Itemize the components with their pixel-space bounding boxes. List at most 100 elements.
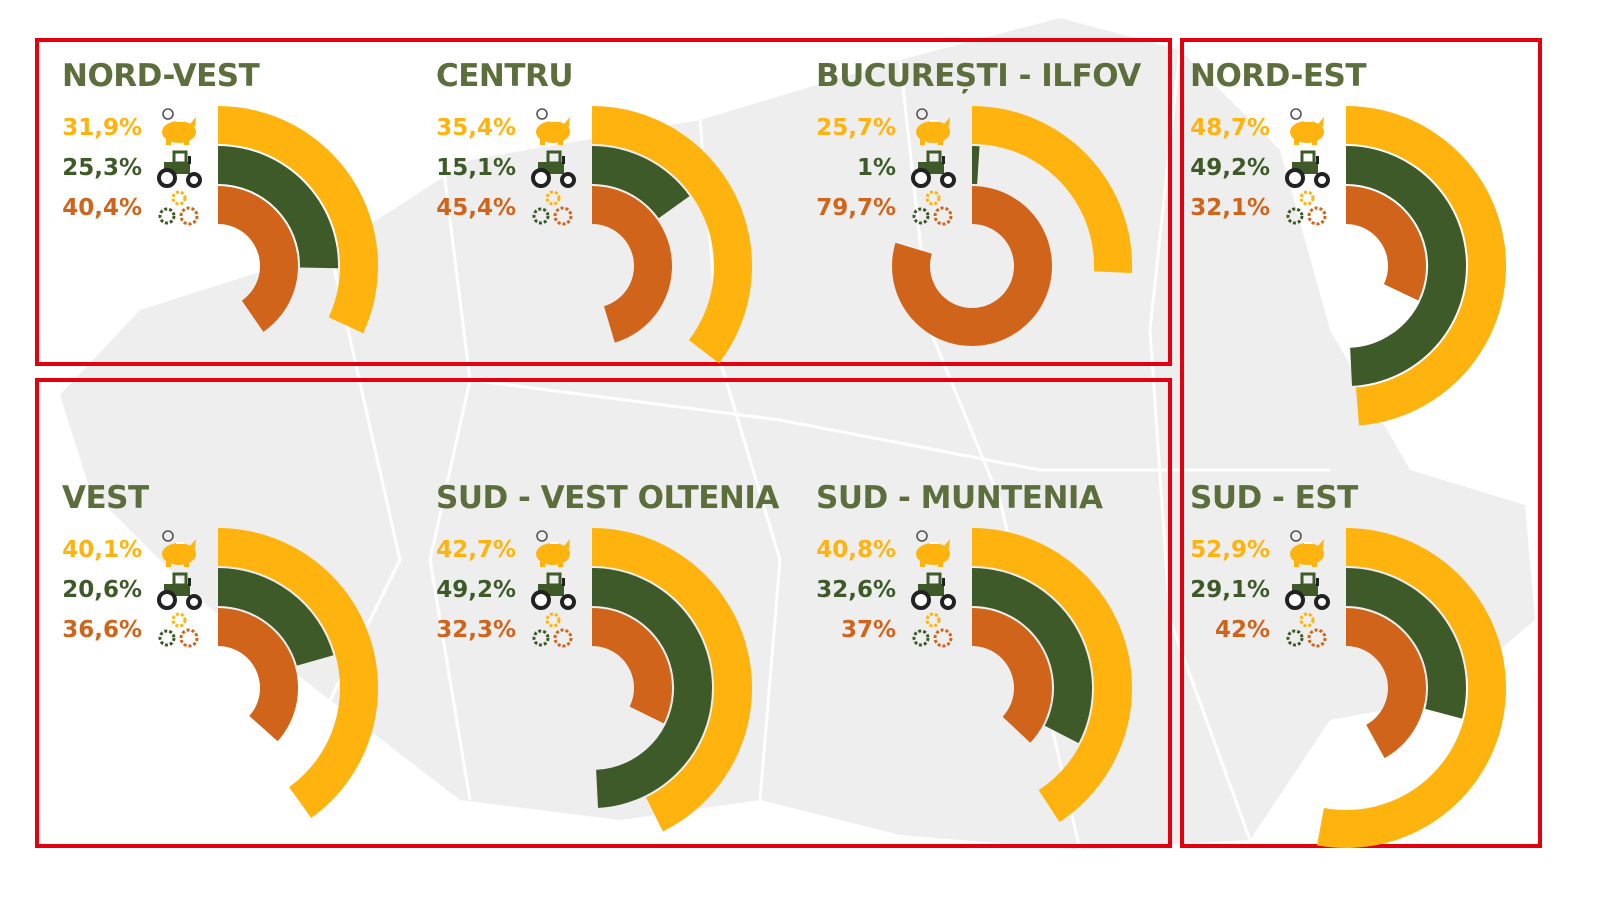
legend-row-agriculture: 49,2% bbox=[1186, 148, 1334, 188]
gears-icon bbox=[526, 188, 580, 228]
data-label-industry: 32,1% bbox=[1190, 195, 1270, 221]
legend-row-savings: 40,8% bbox=[812, 530, 960, 570]
radial-bar-chart bbox=[592, 528, 752, 832]
legend-row-industry: 45,4% bbox=[432, 188, 580, 228]
legend-row-savings: 48,7% bbox=[1186, 108, 1334, 148]
data-label-industry: 37% bbox=[840, 617, 896, 643]
region-title: SUD - VEST OLTENIA bbox=[436, 480, 779, 516]
piggy-bank-icon bbox=[152, 530, 206, 570]
tractor-icon bbox=[526, 570, 580, 610]
data-label-savings: 40,8% bbox=[816, 537, 896, 563]
legend-row-savings: 42,7% bbox=[432, 530, 580, 570]
legend-row-agriculture: 25,3% bbox=[58, 148, 206, 188]
frame-north-group bbox=[35, 38, 1172, 366]
bar-industry-centru bbox=[592, 186, 672, 343]
region-title: NORD-EST bbox=[1190, 58, 1367, 94]
region-panel-nord-est: NORD-EST 48,7% 49,2% 32,1% bbox=[1186, 56, 1556, 436]
bar-industry-sud-est bbox=[1346, 608, 1426, 759]
bar-agriculture-sud-vest-oltenia bbox=[592, 568, 713, 808]
radial-bar-chart bbox=[972, 528, 1132, 822]
tractor-icon bbox=[152, 570, 206, 610]
data-label-industry: 79,7% bbox=[816, 195, 896, 221]
piggy-bank-icon bbox=[526, 530, 580, 570]
legend-row-savings: 52,9% bbox=[1186, 530, 1334, 570]
legend-row-savings: 35,4% bbox=[432, 108, 580, 148]
radial-bar-chart bbox=[891, 106, 1133, 346]
region-title: SUD - MUNTENIA bbox=[816, 480, 1103, 516]
bar-savings-bucuresti-ilfov bbox=[972, 106, 1133, 274]
tractor-icon bbox=[1280, 148, 1334, 188]
piggy-bank-icon bbox=[906, 108, 960, 148]
region-panel-nord-vest: NORD-VEST 31,9% 25,3% 40,4% bbox=[58, 56, 428, 436]
piggy-bank-icon bbox=[152, 108, 206, 148]
data-label-agriculture: 49,2% bbox=[1190, 155, 1270, 181]
gears-icon bbox=[1280, 610, 1334, 650]
bar-savings-sud-muntenia bbox=[972, 528, 1132, 822]
gears-icon bbox=[152, 610, 206, 650]
radial-bar-chart bbox=[592, 106, 753, 364]
region-title: CENTRU bbox=[436, 58, 574, 94]
legend-row-industry: 42% bbox=[1186, 610, 1334, 650]
piggy-bank-icon bbox=[526, 108, 580, 148]
legend-row-agriculture: 20,6% bbox=[58, 570, 206, 610]
region-panel-sud-est: SUD - EST 52,9% 29,1% 42% bbox=[1186, 478, 1556, 858]
tractor-icon bbox=[152, 148, 206, 188]
bar-savings-nord-vest bbox=[218, 106, 379, 334]
data-label-agriculture: 20,6% bbox=[62, 577, 142, 603]
data-label-savings: 40,1% bbox=[62, 537, 142, 563]
data-label-savings: 48,7% bbox=[1190, 115, 1270, 141]
bar-agriculture-sud-muntenia bbox=[972, 568, 1093, 744]
region-title: NORD-VEST bbox=[62, 58, 260, 94]
bar-agriculture-vest bbox=[218, 568, 334, 666]
romania-map-shape bbox=[60, 18, 1535, 850]
region-title: VEST bbox=[62, 480, 149, 516]
region-panel-centru: CENTRU 35,4% 15,1% 45,4% bbox=[432, 56, 802, 436]
bar-industry-nord-est bbox=[1346, 186, 1427, 301]
bar-agriculture-bucuresti-ilfov bbox=[972, 146, 980, 185]
bar-agriculture-nord-vest bbox=[218, 146, 339, 269]
bar-industry-vest bbox=[218, 608, 299, 742]
data-label-industry: 40,4% bbox=[62, 195, 142, 221]
legend-row-industry: 32,1% bbox=[1186, 188, 1334, 228]
radial-bar-chart bbox=[218, 106, 379, 334]
data-label-agriculture: 29,1% bbox=[1190, 577, 1270, 603]
piggy-bank-icon bbox=[1280, 530, 1334, 570]
bar-industry-sud-muntenia bbox=[972, 608, 1052, 743]
data-label-savings: 42,7% bbox=[436, 537, 516, 563]
region-panel-sud-muntenia: SUD - MUNTENIA 40,8% 32,6% 37% bbox=[812, 478, 1182, 858]
radial-bar-chart bbox=[1346, 106, 1507, 426]
radial-bar-chart bbox=[1317, 528, 1507, 848]
data-label-savings: 52,9% bbox=[1190, 537, 1270, 563]
region-title: BUCUREȘTI - ILFOV bbox=[816, 58, 1141, 94]
legend-row-agriculture: 49,2% bbox=[432, 570, 580, 610]
gears-icon bbox=[906, 610, 960, 650]
bar-industry-sud-vest-oltenia bbox=[592, 608, 672, 724]
legend-row-agriculture: 1% bbox=[812, 148, 960, 188]
gears-icon bbox=[906, 188, 960, 228]
legend-row-savings: 31,9% bbox=[58, 108, 206, 148]
bar-industry-bucuresti-ilfov bbox=[891, 186, 1052, 346]
region-panel-vest: VEST 40,1% 20,6% 36,6% bbox=[58, 478, 428, 858]
frame-south-group bbox=[35, 378, 1172, 848]
legend-row-industry: 37% bbox=[812, 610, 960, 650]
tractor-icon bbox=[906, 148, 960, 188]
radial-bar-chart bbox=[218, 528, 378, 819]
legend-row-savings: 25,7% bbox=[812, 108, 960, 148]
data-label-savings: 25,7% bbox=[816, 115, 896, 141]
legend-row-industry: 32,3% bbox=[432, 610, 580, 650]
bar-agriculture-nord-est bbox=[1346, 146, 1467, 386]
gears-icon bbox=[152, 188, 206, 228]
tractor-icon bbox=[906, 570, 960, 610]
data-label-industry: 42% bbox=[1214, 617, 1270, 643]
data-label-industry: 32,3% bbox=[436, 617, 516, 643]
data-label-agriculture: 32,6% bbox=[816, 577, 896, 603]
bar-savings-vest bbox=[218, 528, 378, 819]
bar-savings-nord-est bbox=[1346, 106, 1507, 426]
data-label-savings: 31,9% bbox=[62, 115, 142, 141]
region-panel-sud-vest-oltenia: SUD - VEST OLTENIA 42,7% 49,2% 32,3% bbox=[432, 478, 802, 858]
legend-row-industry: 40,4% bbox=[58, 188, 206, 228]
legend-row-industry: 36,6% bbox=[58, 610, 206, 650]
bar-industry-nord-vest bbox=[218, 186, 298, 332]
data-label-agriculture: 25,3% bbox=[62, 155, 142, 181]
legend-row-agriculture: 32,6% bbox=[812, 570, 960, 610]
